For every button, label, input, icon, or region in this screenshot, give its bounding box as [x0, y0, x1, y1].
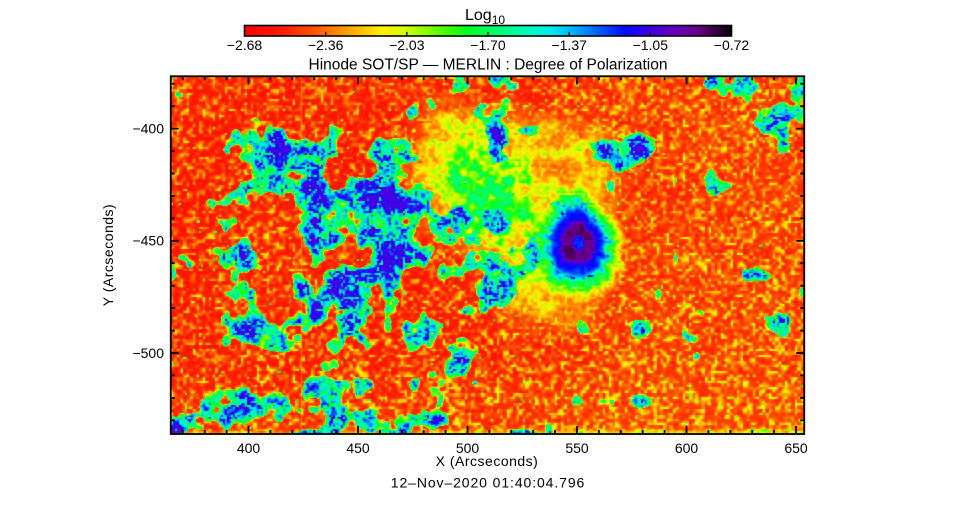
svg-text:450: 450	[346, 440, 370, 456]
svg-text:650: 650	[784, 440, 808, 456]
svg-text:Y (Arcseconds): Y (Arcseconds)	[100, 204, 116, 306]
svg-text:−2.03: −2.03	[389, 37, 425, 53]
svg-text:500: 500	[456, 440, 480, 456]
svg-text:−450: −450	[132, 232, 164, 248]
svg-text:600: 600	[675, 440, 699, 456]
svg-text:400: 400	[237, 440, 261, 456]
svg-text:−2.36: −2.36	[308, 37, 344, 53]
svg-text:12–Nov–2020 01:40:04.796: 12–Nov–2020 01:40:04.796	[391, 475, 585, 491]
svg-text:550: 550	[565, 440, 589, 456]
svg-text:−1.05: −1.05	[633, 37, 669, 53]
svg-text:−1.70: −1.70	[470, 37, 506, 53]
svg-text:−400: −400	[132, 120, 164, 136]
svg-text:X (Arcseconds): X (Arcseconds)	[436, 453, 539, 469]
svg-text:−0.72: −0.72	[714, 37, 750, 53]
svg-text:Hinode SOT/SP — MERLIN : Degre: Hinode SOT/SP — MERLIN : Degree of Polar…	[309, 57, 668, 74]
svg-text:−1.37: −1.37	[551, 37, 587, 53]
svg-text:−500: −500	[132, 345, 164, 361]
svg-text:Log10: Log10	[465, 7, 505, 27]
svg-text:−2.68: −2.68	[227, 37, 263, 53]
